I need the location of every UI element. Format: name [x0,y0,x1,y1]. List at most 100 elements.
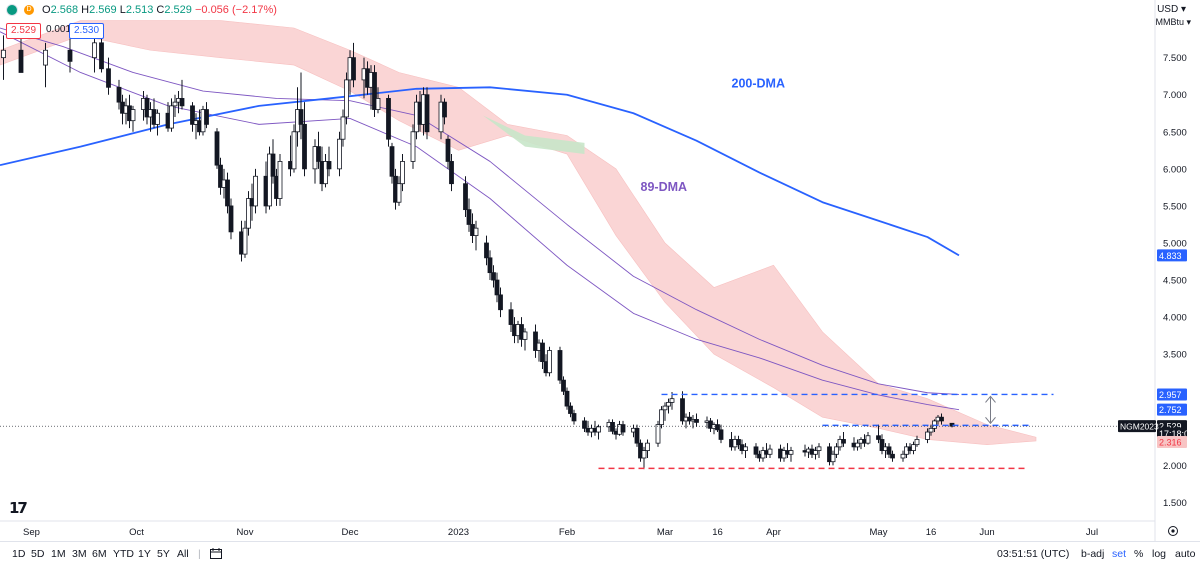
candle [540,339,545,370]
candle [694,413,699,427]
candle [939,413,944,425]
candle [1,35,6,80]
candle [298,72,304,140]
settlement-toggle[interactable]: set [1112,548,1127,560]
timeframe-1y-button[interactable]: 1Y [138,548,151,560]
delay-badge-icon: D [24,5,34,15]
candle-body [1,49,6,59]
candle [641,446,647,470]
timeframe-5y-button[interactable]: 5Y [157,548,170,560]
ma-89-line [0,27,960,395]
x-tick-label: May [870,527,888,538]
candle-body [680,398,685,422]
timeframe-all-button[interactable]: All [177,548,189,560]
ask-price-button[interactable]: 2.530 [69,23,105,39]
candle-body [508,309,514,325]
candle-body [99,42,104,70]
price-label-text: 2.957 [1159,390,1182,400]
candle [484,235,489,266]
timeframe-3m-button[interactable]: 3M [72,548,87,560]
candle [400,154,405,192]
candle [246,191,251,236]
date-range-icon[interactable] [210,548,222,562]
y-tick-label: 4.000 [1163,313,1187,324]
candle-body [596,426,601,433]
candle [487,250,493,281]
candle-body [522,331,528,340]
candle-body [463,183,468,211]
candle [326,146,332,177]
x-tick-label: Sep [23,527,40,538]
candle-body [67,49,73,62]
timeframe-1m-button[interactable]: 1M [51,548,66,560]
candle-body [564,390,570,407]
percent-scale-toggle[interactable]: % [1134,548,1144,560]
candle-body [568,405,573,414]
y-tick-label: 7.500 [1163,53,1187,64]
candle [218,157,223,195]
currency-selector[interactable]: USD ▾ [1157,4,1186,15]
candle [561,376,566,395]
candle [340,109,346,147]
price-chart[interactable]: 200-DMA 89-DMA 7.500 7.000 6.500 6.000 5.500 5… [0,0,1200,541]
x-tick-label: Jun [979,527,994,538]
candle [634,424,640,447]
candle [144,94,150,125]
candle-body [169,105,174,129]
x-tick-label: Oct [129,527,144,538]
timeframe-1d-button[interactable]: 1D [12,548,26,560]
candle-body [400,161,405,185]
candle-body [144,98,150,118]
price-label-box [1157,403,1187,416]
candle-body [92,42,97,59]
candle-body [914,439,920,446]
candle [645,439,650,458]
candle-body [190,105,195,125]
spread-value: 0.001 [46,24,72,35]
candle-body [715,424,720,431]
candle [557,346,563,384]
gear-ring [1168,526,1178,536]
candle [666,398,671,414]
timeframe-6m-button[interactable]: 6M [92,548,107,560]
candle [911,441,916,455]
candle [270,139,276,184]
x-tick-label: 16 [712,527,723,538]
symbol-status-icon [6,4,18,16]
unit-selector[interactable]: MMBtu ▾ [1155,17,1191,27]
candles [1,28,955,470]
tradingview-logo-icon[interactable]: 17 [9,499,28,517]
candle-body [498,294,503,311]
candle-body [424,94,430,133]
timeframe-5d-button[interactable]: 5D [31,548,45,560]
candle [886,443,892,458]
separator: | [198,548,201,560]
candle [491,265,496,288]
candle-body [816,446,822,451]
candle-body [876,435,881,440]
x-tick-label: Feb [559,527,575,538]
candle-body [106,68,111,88]
bid-price-button[interactable]: 2.529 [6,23,42,39]
candle-body [218,164,223,188]
candle [879,434,885,455]
timeframe-ytd-button[interactable]: YTD [113,548,134,560]
candle [323,154,328,188]
candle-body [18,49,24,73]
axis-settings-icon[interactable] [1168,526,1178,536]
candle-body [179,98,185,107]
clock-time[interactable]: 03:51:51 (UTC) [997,548,1070,560]
candle [253,168,258,214]
candle-body [491,272,496,281]
auto-scale-toggle[interactable]: auto [1175,548,1196,560]
price-label-box [1157,388,1187,401]
back-adjust-toggle[interactable]: b-adj [1081,548,1105,560]
candle-body [571,413,577,422]
candle-body [228,205,234,233]
candle [687,412,692,425]
candle [228,198,234,240]
log-scale-toggle[interactable]: log [1152,548,1167,560]
y-tick-label: 2.000 [1163,461,1187,472]
price-label-box [1157,435,1187,448]
candle-body [43,49,48,66]
